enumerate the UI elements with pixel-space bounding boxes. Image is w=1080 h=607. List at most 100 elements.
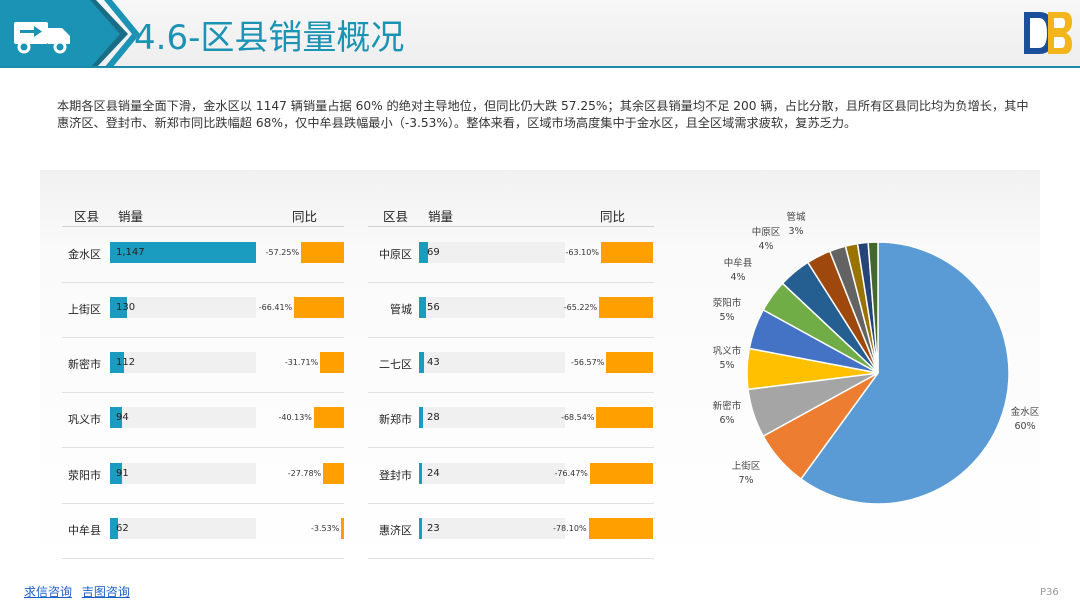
district-label: 中原区 — [379, 248, 412, 261]
pie-slice-name: 新密市 — [712, 401, 742, 412]
brand-logo-icon — [1024, 12, 1072, 54]
yoy-value: -78.10% — [553, 524, 587, 533]
table2-header-district: 区县 — [383, 209, 409, 224]
sales-bar — [419, 518, 422, 539]
pie-slice-percent: 3% — [788, 226, 804, 237]
yoy-bar — [323, 463, 344, 484]
sales-bar-track — [110, 352, 256, 373]
yoy-value: -27.78% — [287, 469, 322, 478]
yoy-value: -68.54% — [561, 413, 595, 422]
header-band — [0, 0, 1080, 68]
pie-slice-label: 中牟县 4% — [716, 257, 760, 285]
district-label: 巩义市 — [68, 413, 101, 426]
pie-slice-label: 管城 3% — [774, 211, 818, 239]
yoy-bar — [301, 242, 344, 263]
footer-link-2[interactable]: 吉图咨询 — [81, 585, 130, 599]
sales-value: 91 — [116, 468, 129, 479]
row-divider — [368, 503, 654, 504]
pie-slice-percent: 5% — [719, 360, 735, 371]
row-divider — [62, 558, 344, 559]
sales-bar — [419, 297, 427, 318]
yoy-value: -56.57% — [570, 358, 605, 367]
row-divider — [368, 447, 654, 448]
sales-value: 28 — [427, 412, 440, 423]
yoy-bar — [313, 407, 344, 428]
table2-header-sales: 销量 — [428, 209, 454, 224]
yoy-bar — [588, 518, 653, 539]
sales-value: 24 — [427, 468, 440, 479]
table1-header-line — [62, 226, 344, 227]
pie-slice — [867, 241, 879, 374]
footer-link-1[interactable]: 求信咨询 — [24, 585, 73, 599]
sales-value: 62 — [116, 523, 129, 534]
district-label: 管城 — [390, 303, 412, 316]
row-divider — [62, 282, 344, 283]
pie-slice-name: 中原区 — [751, 227, 781, 238]
pie-slice-name: 上街区 — [731, 461, 761, 472]
sales-bar — [110, 297, 127, 318]
sales-value: 56 — [427, 302, 440, 313]
table1-header-district: 区县 — [74, 209, 100, 224]
district-label: 二七区 — [379, 358, 412, 371]
sales-bar-track — [110, 297, 256, 318]
sales-bar-track — [110, 463, 256, 484]
yoy-value: -31.71% — [284, 358, 319, 367]
row-divider — [368, 558, 654, 559]
sales-bar-track — [110, 518, 256, 539]
sales-bar — [419, 352, 425, 373]
sales-bar-track — [419, 463, 565, 484]
district-label: 新密市 — [68, 358, 101, 371]
yoy-value: -63.10% — [565, 248, 599, 257]
yoy-bar — [599, 297, 653, 318]
sales-bar — [110, 352, 125, 373]
sales-value: 130 — [116, 302, 136, 313]
district-label: 金水区 — [68, 248, 101, 261]
district-label: 荥阳市 — [68, 469, 101, 482]
sales-bar-track — [419, 242, 565, 263]
yoy-bar — [341, 518, 344, 539]
page-number: P36 — [1040, 587, 1059, 598]
row-divider — [368, 392, 654, 393]
yoy-bar — [320, 352, 344, 373]
pie-slice-label: 巩义市 5% — [705, 345, 749, 373]
pie-slice-label: 上街区 7% — [724, 460, 768, 488]
sales-bar-track — [110, 407, 256, 428]
yoy-value: -57.25% — [265, 248, 300, 257]
sales-value: 94 — [116, 412, 129, 423]
district-label: 登封市 — [379, 469, 412, 482]
pie-slice-label: 荥阳市 5% — [705, 297, 749, 325]
pie-slice-name: 荥阳市 — [712, 298, 742, 309]
header-divider — [0, 66, 1080, 68]
yoy-value: -76.47% — [554, 469, 588, 478]
sales-bar-track — [419, 518, 565, 539]
sales-value: 23 — [427, 523, 440, 534]
truck-icon — [14, 22, 70, 54]
pie-slice-label: 中原区 4% — [744, 226, 788, 254]
sales-value: 43 — [427, 357, 440, 368]
sales-bar — [419, 242, 428, 263]
table2-header-line — [368, 226, 654, 227]
sales-bar — [419, 463, 423, 484]
district-label: 惠济区 — [379, 524, 412, 537]
yoy-value: -3.53% — [311, 524, 340, 533]
pie-slice-percent: 6% — [719, 415, 735, 426]
sales-value: 1,147 — [116, 247, 145, 258]
row-divider — [62, 392, 344, 393]
row-divider — [62, 503, 344, 504]
pie-slice-percent: 7% — [738, 475, 754, 486]
sales-bar — [110, 242, 256, 263]
district-label: 新郑市 — [379, 413, 412, 426]
pie-slice — [799, 241, 1010, 505]
yoy-bar — [606, 352, 653, 373]
pie-slice-name: 金水区 — [1010, 407, 1040, 418]
district-label: 中牟县 — [68, 524, 101, 537]
sales-bar-track — [419, 352, 565, 373]
yoy-bar — [600, 242, 653, 263]
table1-header-sales: 销量 — [118, 209, 144, 224]
row-divider — [62, 337, 344, 338]
pie-slice-percent: 5% — [719, 312, 735, 323]
yoy-value: -40.13% — [278, 413, 312, 422]
pie-slice-percent: 4% — [758, 241, 774, 252]
row-divider — [62, 447, 344, 448]
pie-slice-name: 中牟县 — [723, 258, 753, 269]
